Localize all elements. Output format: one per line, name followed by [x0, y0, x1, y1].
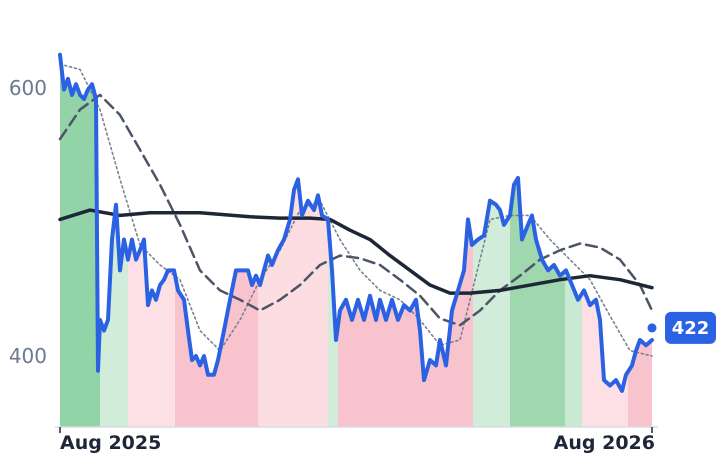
- line-dashed: [58, 93, 654, 327]
- x-tick-label: Aug 2025: [60, 432, 161, 454]
- band-area: [258, 179, 328, 427]
- line-solid: [58, 208, 654, 295]
- band-area: [60, 54, 100, 427]
- band-area: [128, 239, 175, 427]
- band-area: [175, 270, 258, 427]
- last-value-label: 422: [672, 318, 710, 339]
- line-dotted: [59, 63, 653, 357]
- y-tick-label: 400: [9, 344, 47, 368]
- line-price: [58, 52, 654, 393]
- last-dot: [647, 323, 657, 333]
- band-area: [565, 270, 582, 427]
- band-area: [582, 290, 628, 427]
- band-area: [338, 219, 473, 427]
- x-tick-label: Aug 2026: [554, 432, 655, 454]
- band-area: [100, 204, 128, 427]
- band-area: [473, 200, 510, 427]
- last-badge: [665, 311, 716, 344]
- y-tick-label: 600: [9, 76, 47, 100]
